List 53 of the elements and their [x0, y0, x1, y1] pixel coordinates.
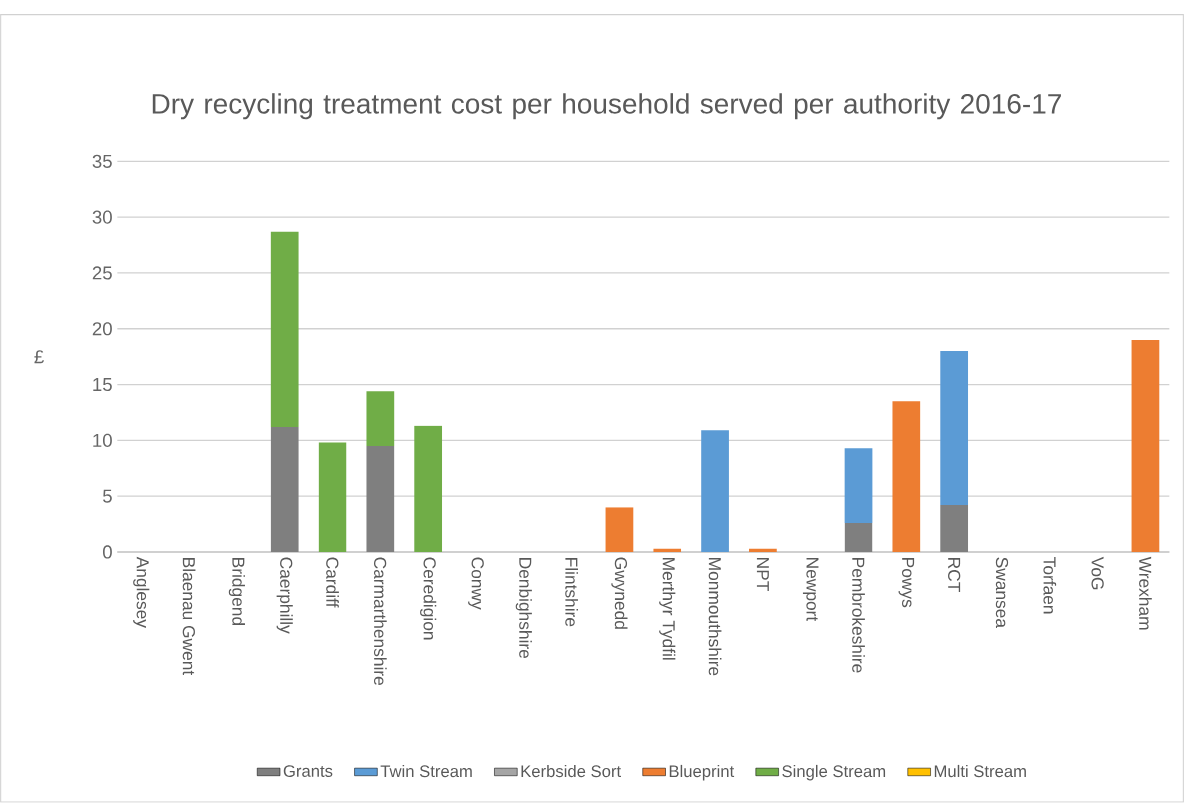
bar: [749, 548, 777, 553]
bar: [318, 442, 347, 553]
x-tick-label: Swansea: [995, 557, 1009, 629]
y-tick-label: 30: [92, 210, 112, 224]
x-tick-label: Pembrokeshire: [852, 558, 865, 673]
x-tick-label: Anglesey: [133, 556, 150, 629]
y-tick-label: 5: [103, 489, 112, 503]
y-axis-title: £: [34, 350, 44, 364]
x-tick-label: Ceredigion: [420, 557, 437, 640]
bar: [844, 523, 873, 553]
bar: [605, 507, 634, 553]
x-tick-label: Merthyr Tydfil: [659, 558, 676, 660]
x-tick-label: VoG: [1091, 556, 1104, 590]
legend-label: Twin Stream: [380, 765, 472, 778]
bar: [940, 505, 969, 553]
x-tick-label: RCT: [948, 558, 961, 593]
x-tick-label: Wrexham: [1139, 556, 1152, 630]
bar: [844, 448, 873, 524]
x-tick-label: Torfaen: [1043, 557, 1057, 614]
legend-label: Grants: [283, 765, 333, 778]
x-tick-label: Cardiff: [326, 557, 339, 608]
bar: [270, 427, 299, 553]
bar: [366, 391, 395, 447]
legend-label: Blueprint: [669, 765, 735, 781]
x-tick-label: Newport: [802, 558, 819, 622]
bar: [366, 446, 395, 553]
bar: [940, 351, 969, 506]
bar: [1131, 340, 1160, 553]
y-tick-label: 20: [92, 322, 112, 336]
bar: [701, 430, 729, 553]
chart-title: Dry recycling treatment cost per household served per authority 2016-17: [152, 93, 1061, 120]
y-tick-label: 15: [93, 378, 112, 392]
legend-label: Single Stream: [782, 765, 886, 781]
x-tick-label: Conwy: [468, 557, 484, 610]
x-tick-label: Gwynedd: [611, 557, 628, 629]
bar: [270, 231, 299, 428]
x-tick-label: Monmouthshire: [708, 558, 722, 676]
legend-label: Multi Stream: [934, 765, 1026, 778]
y-tick-label: 0: [102, 545, 112, 559]
x-tick-label: Flintshire: [565, 558, 578, 627]
bar: [892, 401, 921, 553]
x-tick-label: Bridgend: [228, 558, 245, 626]
bar: [414, 426, 443, 553]
y-tick-label: 25: [92, 266, 112, 280]
y-tick-label: 35: [92, 154, 112, 169]
x-tick-label: NPT: [756, 558, 769, 592]
legend-label: Kerbside Sort: [521, 765, 621, 778]
x-tick-label: Blaenau Gwent: [182, 558, 196, 676]
y-tick-label: 10: [93, 433, 112, 448]
x-tick-label: Caerphilly: [276, 557, 293, 634]
x-tick-label: Carmarthenshire: [373, 557, 387, 686]
x-tick-label: Denbighshire: [515, 558, 532, 659]
x-tick-label: Powys: [898, 558, 915, 608]
